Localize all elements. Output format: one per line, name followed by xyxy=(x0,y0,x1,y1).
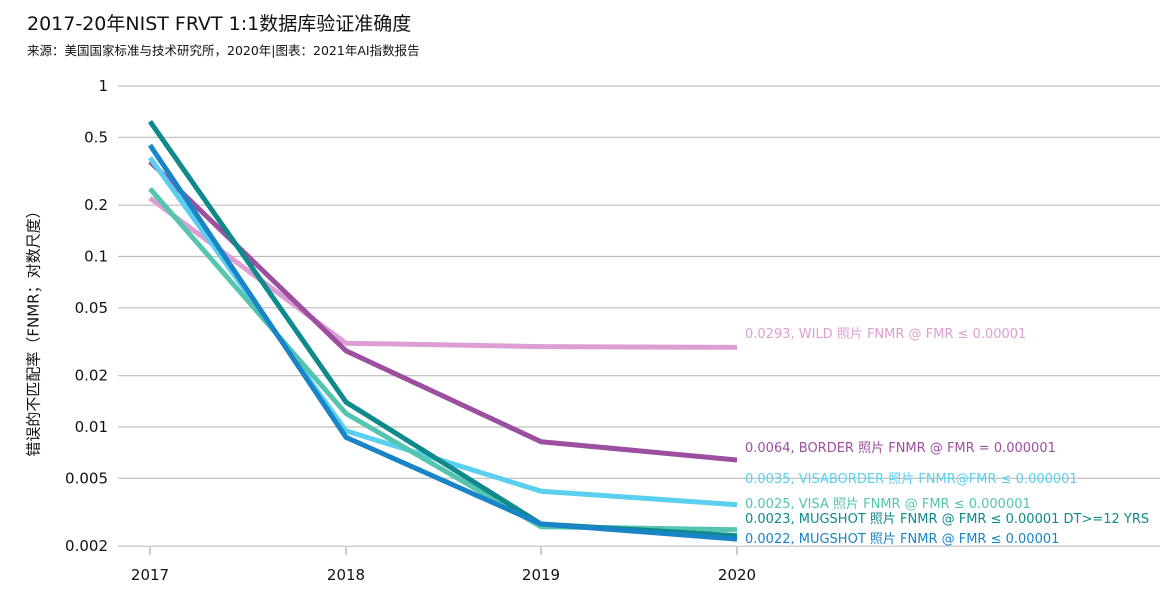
chart-title: 2017-20年NIST FRVT 1:1数据库验证准确度 xyxy=(27,13,412,35)
y-tick-label: 0.05 xyxy=(75,299,108,317)
y-tick-label: 0.01 xyxy=(75,418,108,436)
series-lines xyxy=(147,119,738,542)
y-tick-label: 0.005 xyxy=(65,469,108,487)
y-tick-label: 0.5 xyxy=(84,128,108,146)
y-axis-ticks: 1 0.5 0.2 0.1 0.05 0.02 0.01 0.005 0.002 xyxy=(65,77,108,555)
x-axis: 2017 2018 2019 2020 xyxy=(131,547,756,584)
series-label: 0.0293, WILD 照片 FNMR @ FMR ≤ 0.00001 xyxy=(745,327,1026,342)
chart-subtitle: 来源：美国国家标准与技术研究所，2020年|图表：2021年AI指数报告 xyxy=(27,43,420,58)
gridlines xyxy=(118,85,1160,547)
series-label: 0.0064, BORDER 照片 FNMR @ FMR = 0.000001 xyxy=(745,441,1056,456)
y-tick-label: 0.002 xyxy=(65,537,108,555)
x-tick-label: 2018 xyxy=(327,566,365,584)
series-label: 0.0023, MUGSHOT 照片 FNMR @ FMR ≤ 0.00001 … xyxy=(745,512,1149,527)
x-tick-label: 2020 xyxy=(718,566,756,584)
series-line xyxy=(148,196,738,350)
x-tick-label: 2017 xyxy=(131,566,169,584)
series-end-labels: 0.0293, WILD 照片 FNMR @ FMR ≤ 0.00001 0.00… xyxy=(745,327,1149,547)
series-line xyxy=(147,143,738,542)
series-label: 0.0022, MUGSHOT 照片 FNMR @ FMR ≤ 0.00001 xyxy=(745,532,1059,547)
y-tick-label: 0.2 xyxy=(84,196,108,214)
series-label: 0.0025, VISA 照片 FNMR @ FMR ≤ 0.000001 xyxy=(745,497,1031,512)
y-tick-label: 1 xyxy=(98,77,108,95)
x-tick-label: 2019 xyxy=(522,566,560,584)
series-line xyxy=(147,119,738,539)
y-tick-label: 0.1 xyxy=(84,248,108,266)
series-line xyxy=(148,159,738,463)
y-tick-label: 0.02 xyxy=(75,367,108,385)
series-label: 0.0035, VISABORDER 照片 FNMR@FMR ≤ 0.00000… xyxy=(745,472,1078,487)
